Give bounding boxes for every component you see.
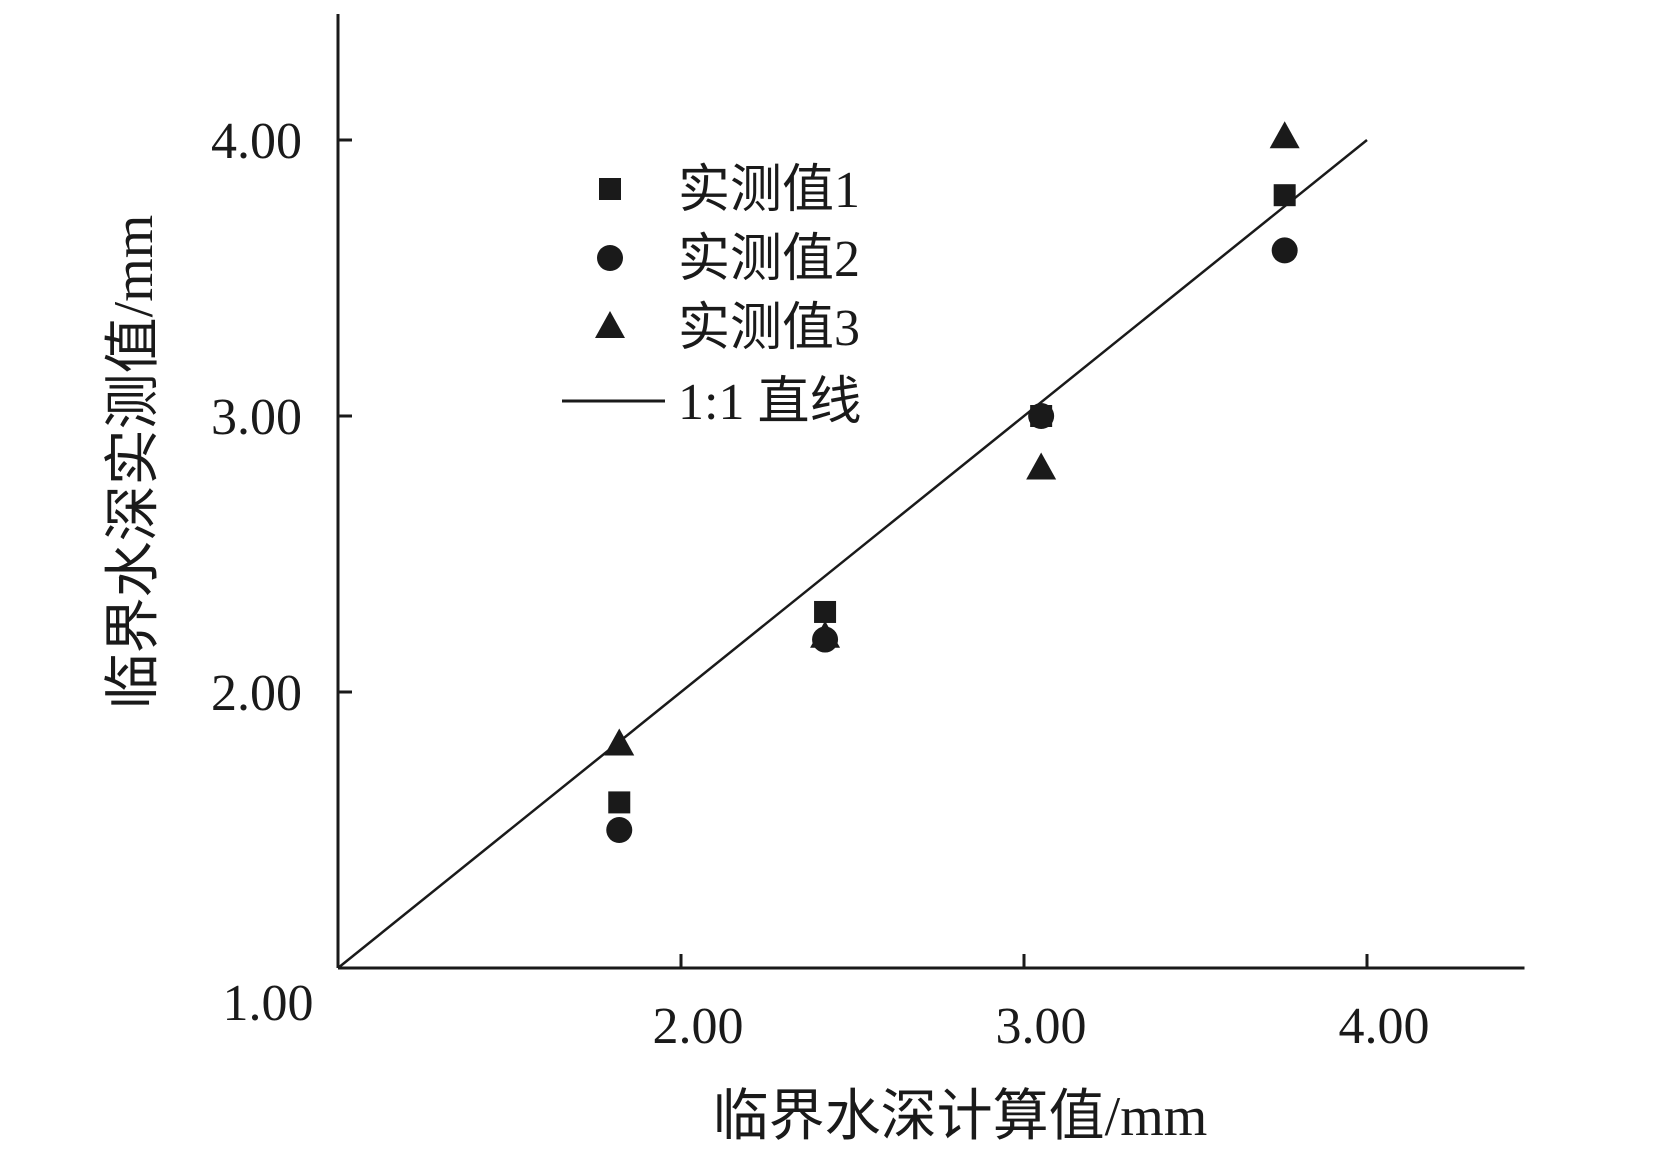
y-axis-title: 临界水深实测值/mm <box>103 215 165 710</box>
x-tick-label: 2.00 <box>653 998 744 1055</box>
x-tick-label: 3.00 <box>996 998 1087 1055</box>
origin-tick-label: 1.00 <box>223 975 314 1032</box>
axes <box>336 14 1525 970</box>
series-1-square-point <box>814 600 837 623</box>
series-2-circle-point <box>606 817 633 843</box>
series-2-circle-point <box>1028 403 1055 429</box>
series-2-circle-point <box>1271 237 1298 264</box>
x-axis-title: 临界水深计算值/mm <box>713 1086 1208 1148</box>
legend-marker-circle <box>597 245 623 271</box>
y-tick-label: 3.00 <box>211 389 302 446</box>
legend-label-reference-line: 1:1 直线 <box>678 374 861 431</box>
series-3-triangle-point <box>810 620 841 648</box>
series-3-triangle-point <box>604 728 635 756</box>
legend-label-series-2: 实测值2 <box>678 231 860 288</box>
legend-marker-triangle <box>595 311 625 338</box>
series-1-square-point <box>608 791 631 814</box>
legend-marker-square <box>599 178 621 200</box>
x-tick-label: 4.00 <box>1339 998 1430 1055</box>
series-3-triangle-point <box>1026 452 1057 480</box>
y-tick-label: 4.00 <box>211 113 302 170</box>
reference-line-group <box>337 139 1368 969</box>
series-3-triangle-point <box>1269 121 1300 149</box>
reference-line-1-1 <box>337 139 1368 969</box>
y-tick-label: 2.00 <box>211 665 302 722</box>
series-1-square-point <box>1273 184 1296 207</box>
legend-label-series-3: 实测值3 <box>678 300 860 357</box>
legend: 实测值1 实测值2 实测值3 1:1 直线 <box>562 162 861 431</box>
data-points <box>604 121 1300 843</box>
ticks: 2.00 3.00 4.00 2.00 3.00 4.00 <box>211 113 1430 1055</box>
legend-label-series-1: 实测值1 <box>678 162 860 219</box>
